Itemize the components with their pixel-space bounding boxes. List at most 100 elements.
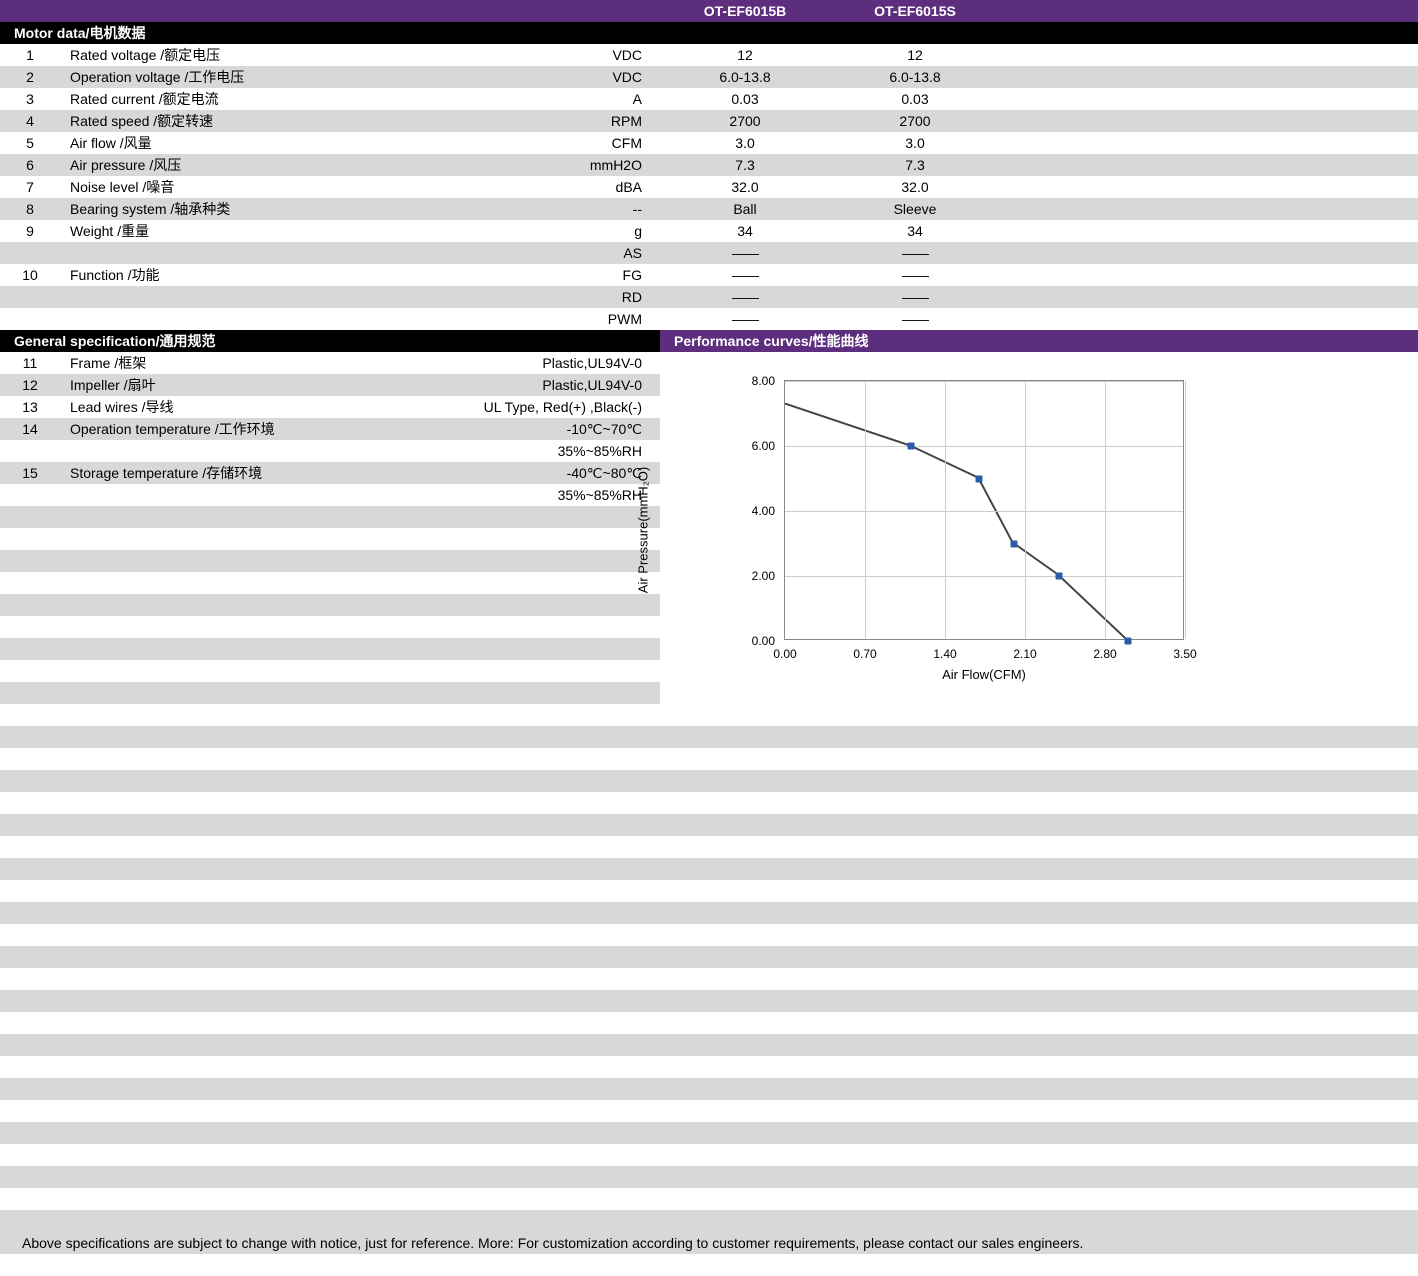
row-label: Weight /重量 [60,221,520,241]
empty-row [0,1144,1418,1166]
chart-marker [1124,638,1131,645]
empty-row [0,660,660,682]
performance-title: Performance curves/性能曲线 [674,331,869,351]
empty-row [0,616,660,638]
chart-ytick: 6.00 [752,439,775,453]
row-value-2: 32.0 [830,179,1000,195]
row-unit: dBA [520,179,660,195]
row-index: 5 [0,135,60,151]
empty-row [0,814,1418,836]
disclaimer-text: Above specifications are subject to chan… [22,1235,1083,1251]
empty-row [0,946,1418,968]
row-index: 6 [0,157,60,173]
row-value: -40℃~80℃ [390,465,660,482]
row-index: 10 [0,267,60,283]
empty-row [0,968,1418,990]
row-value-1: —— [660,311,830,327]
row-value-1: 3.0 [660,135,830,151]
row-label: Storage temperature /存储环境 [60,463,390,483]
row-index: 9 [0,223,60,239]
row-unit: RPM [520,113,660,129]
disclaimer-row: Above specifications are subject to chan… [0,1232,1418,1254]
empty-row [0,1166,1418,1188]
table-row: 9Weight /重量g3434 [0,220,1418,242]
row-value: Plastic,UL94V-0 [390,377,660,393]
row-value-2: 34 [830,223,1000,239]
empty-row [0,924,1418,946]
table-row: 5Air flow /风量CFM3.03.0 [0,132,1418,154]
table-row: 35%~85%RH [0,484,660,506]
empty-row [0,594,660,616]
row-value: 35%~85%RH [390,487,660,503]
row-index: 2 [0,69,60,85]
empty-row [0,1034,1418,1056]
row-label: Function /功能 [60,265,520,285]
table-row: 10Function /功能FG———— [0,264,1418,286]
row-label: Air flow /风量 [60,133,520,153]
function-rows: AS————10Function /功能FG————RD————PWM———— [0,242,1418,330]
row-value-1: 2700 [660,113,830,129]
chart-marker [907,443,914,450]
row-value-1: Ball [660,201,830,217]
empty-row [0,638,660,660]
empty-row [0,858,1418,880]
row-index: 1 [0,47,60,63]
row-value-2: 6.0-13.8 [830,69,1000,85]
row-value-2: —— [830,267,1000,283]
row-label: Operation temperature /工作环境 [60,419,390,439]
performance-header: Performance curves/性能曲线 [660,330,1418,352]
empty-row [0,1056,1418,1078]
row-label: Operation voltage /工作电压 [60,67,520,87]
chart-ytick: 2.00 [752,569,775,583]
row-label: Impeller /扇叶 [60,375,390,395]
empty-row [0,770,1418,792]
row-unit: CFM [520,135,660,151]
table-row: 13Lead wires /导线UL Type, Red(+) ,Black(-… [0,396,660,418]
chart-marker [976,475,983,482]
row-value: -10℃~70℃ [390,421,660,438]
row-label: Rated speed /额定转速 [60,111,520,131]
table-row: 12Impeller /扇叶Plastic,UL94V-0 [0,374,660,396]
table-row: 35%~85%RH [0,440,660,462]
empty-row [0,1100,1418,1122]
chart-xtick: 3.50 [1173,647,1196,661]
empty-row [0,880,1418,902]
table-row: 11Frame /框架Plastic,UL94V-0 [0,352,660,374]
chart-ytick: 8.00 [752,374,775,388]
row-value-2: 2700 [830,113,1000,129]
row-index: 4 [0,113,60,129]
row-index: 8 [0,201,60,217]
model-col-2: OT-EF6015S [830,3,1000,19]
row-unit: PWM [520,311,660,327]
empty-row [0,572,660,594]
chart-xtick: 0.00 [773,647,796,661]
row-value-2: —— [830,311,1000,327]
table-row: RD———— [0,286,1418,308]
general-spec-header: General specification/通用规范 [0,330,660,352]
empty-row [0,902,1418,924]
table-row: 4Rated speed /额定转速RPM27002700 [0,110,1418,132]
row-value-1: 34 [660,223,830,239]
model-header-row: OT-EF6015B OT-EF6015S [0,0,1418,22]
row-unit: AS [520,245,660,261]
empty-row [0,1188,1418,1210]
motor-data-table: 1Rated voltage /额定电压VDC12122Operation vo… [0,44,1418,242]
chart-ylabel: Air Pressure(mmH₂O) [635,467,650,593]
table-row: 2Operation voltage /工作电压VDC6.0-13.86.0-1… [0,66,1418,88]
row-value: 35%~85%RH [390,443,660,459]
row-value-1: 0.03 [660,91,830,107]
row-label: Rated current /额定电流 [60,89,520,109]
row-value-2: 3.0 [830,135,1000,151]
row-index: 15 [0,465,60,481]
table-row: 7Noise level /噪音dBA32.032.0 [0,176,1418,198]
general-spec-title: General specification/通用规范 [14,331,216,351]
row-unit: RD [520,289,660,305]
row-unit: VDC [520,47,660,63]
motor-data-header: Motor data/电机数据 [0,22,1418,44]
row-label: Frame /框架 [60,353,390,373]
row-index: 11 [0,355,60,371]
row-unit: -- [520,201,660,217]
table-row: PWM———— [0,308,1418,330]
row-value-2: Sleeve [830,201,1000,217]
row-label: Lead wires /导线 [60,397,390,417]
